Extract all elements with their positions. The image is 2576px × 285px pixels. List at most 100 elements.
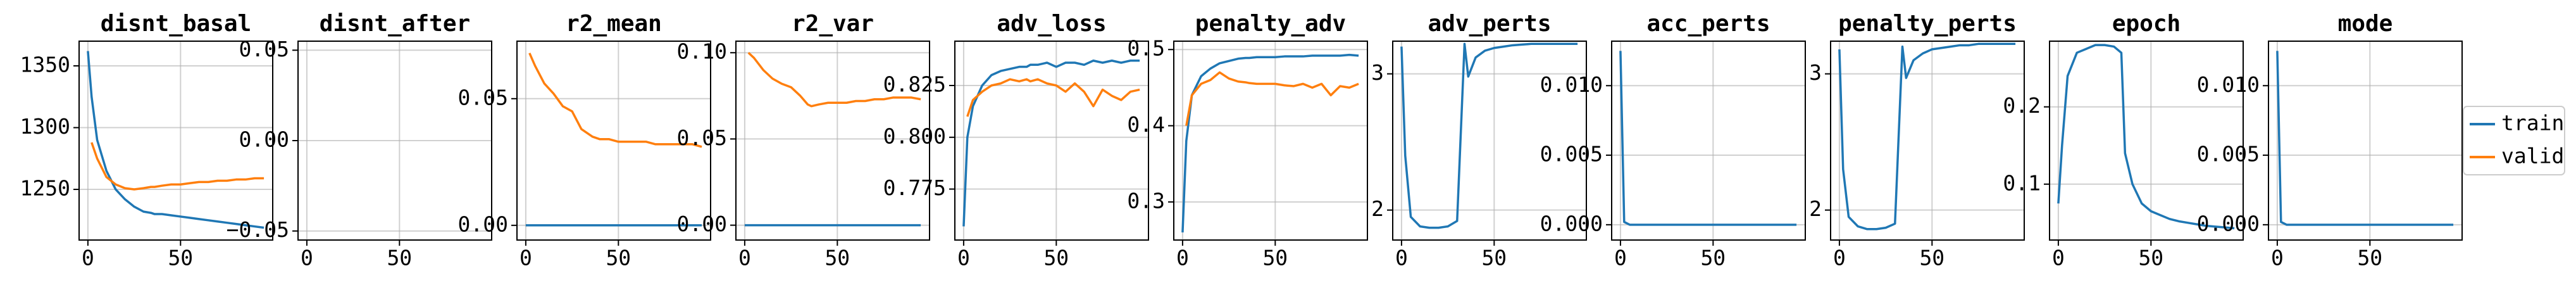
y-tick-label: 0.00 <box>458 212 508 236</box>
y-tick-label: 0.800 <box>883 124 946 148</box>
plot-frame <box>735 41 930 241</box>
plot-frame <box>1611 41 1806 241</box>
line-series <box>966 78 1140 117</box>
panel: adv_loss 0 50 0.775 0.800 0.825 <box>883 11 1149 270</box>
panel: acc_perts 0 50 0.000 0.005 0.010 <box>1540 11 1806 270</box>
x-tick-label: 50 <box>168 246 193 270</box>
x-tick-label: 50 <box>1262 246 1288 270</box>
x-tick-label: 50 <box>2357 246 2382 270</box>
line-series <box>1400 42 1578 229</box>
panel: epoch 0 50 0.1 0.2 <box>2003 11 2244 270</box>
y-tick-label: 1300 <box>20 114 70 139</box>
y-tick-label: 2 <box>1371 196 1384 221</box>
panel-title: epoch <box>2112 11 2181 37</box>
y-tick-label: 0.2 <box>2003 93 2041 118</box>
panel: r2_var 0 50 0.00 0.05 0.10 <box>677 11 930 270</box>
y-tick-label: 0.825 <box>883 72 946 96</box>
plot-frame <box>1173 41 1368 241</box>
x-tick-label: 0 <box>738 246 751 270</box>
y-tick-label: −0.05 <box>227 217 289 242</box>
x-tick-label: 0 <box>520 246 532 270</box>
y-tick-label: 0.5 <box>1127 36 1165 61</box>
plot-frame <box>2049 41 2244 241</box>
x-tick-label: 50 <box>606 246 631 270</box>
x-tick-label: 50 <box>2138 246 2163 270</box>
y-tick-label: 0.00 <box>239 127 289 152</box>
panel-title: r2_mean <box>566 11 662 37</box>
x-tick-label: 50 <box>1043 246 1069 270</box>
y-tick-label: 0.005 <box>2197 142 2260 167</box>
line-series <box>1838 42 2016 231</box>
x-tick-label: 50 <box>1919 246 1944 270</box>
y-tick-label: 2 <box>1809 196 1822 221</box>
panel-title: disnt_basal <box>101 11 251 37</box>
panel: penalty_adv 0 50 0.3 0.4 0.5 <box>1127 11 1368 270</box>
panel: mode 0 50 0.000 0.005 0.010 <box>2197 11 2463 270</box>
line-series <box>87 51 264 229</box>
x-tick-label: 50 <box>1481 246 1507 270</box>
y-tick-label: 0.05 <box>458 85 508 110</box>
y-tick-label: 0.10 <box>677 39 727 64</box>
legend: train valid <box>2463 106 2565 175</box>
panel: adv_perts 0 50 2 3 <box>1371 11 1587 270</box>
line-series <box>1185 71 1359 126</box>
plot-frame <box>78 41 273 241</box>
x-tick-label: 0 <box>82 246 94 270</box>
y-tick-label: 0.00 <box>677 212 727 236</box>
line-series <box>1181 53 1359 233</box>
y-tick-label: 0.010 <box>1540 72 1603 97</box>
line-series <box>962 60 1140 227</box>
y-tick-label: 3 <box>1809 60 1822 85</box>
plot-frame <box>2268 41 2463 241</box>
x-tick-label: 0 <box>957 246 970 270</box>
panel: r2_mean 0 50 0.00 0.05 <box>458 11 711 270</box>
panel-title: disnt_after <box>320 11 470 37</box>
panel-title: adv_loss <box>997 11 1106 37</box>
line-series <box>747 51 921 108</box>
line-series <box>2276 51 2454 226</box>
y-tick-label: 3 <box>1371 60 1384 85</box>
y-tick-label: 0.000 <box>1540 211 1603 236</box>
x-tick-label: 0 <box>1833 246 1846 270</box>
panel: disnt_after 0 50 −0.05 0.00 0.05 <box>227 11 492 270</box>
plot-frame <box>516 41 711 241</box>
legend-label: valid <box>2501 144 2564 168</box>
y-tick-label: 0.05 <box>239 37 289 61</box>
x-tick-label: 0 <box>2052 246 2065 270</box>
y-tick-label: 1350 <box>20 53 70 77</box>
legend-label: train <box>2501 111 2564 136</box>
x-tick-label: 0 <box>2271 246 2284 270</box>
panel-title: r2_var <box>792 11 874 37</box>
y-tick-label: 0.775 <box>883 175 946 200</box>
x-tick-label: 50 <box>387 246 412 270</box>
panel-title: adv_perts <box>1428 11 1551 37</box>
y-tick-label: 1250 <box>20 176 70 201</box>
y-tick-label: 0.3 <box>1127 188 1165 213</box>
plot-frame <box>297 41 492 241</box>
panel-title: mode <box>2338 11 2393 37</box>
line-series <box>1619 51 1797 226</box>
y-tick-label: 0.4 <box>1127 112 1165 137</box>
x-tick-label: 50 <box>1700 246 1726 270</box>
y-tick-label: 0.010 <box>2197 72 2260 97</box>
plot-frame <box>1830 41 2025 241</box>
x-tick-label: 50 <box>824 246 850 270</box>
x-tick-label: 0 <box>1176 246 1189 270</box>
panel: disnt_basal 0 50 1250 1300 1350 <box>20 11 273 270</box>
line-series <box>2057 44 2235 230</box>
plot-frame <box>1392 41 1587 241</box>
x-tick-label: 0 <box>1395 246 1408 270</box>
line-series <box>528 53 702 148</box>
panel-title: penalty_perts <box>1838 11 2017 37</box>
plot-frame <box>954 41 1149 241</box>
x-tick-label: 0 <box>1614 246 1627 270</box>
y-tick-label: 0.005 <box>1540 142 1603 167</box>
y-tick-label: 0.000 <box>2197 211 2260 236</box>
panel-title: penalty_adv <box>1195 11 1346 37</box>
y-tick-label: 0.05 <box>677 125 727 150</box>
panel-title: acc_perts <box>1646 11 1770 37</box>
y-tick-label: 0.1 <box>2003 170 2041 195</box>
panel: penalty_perts 0 50 2 3 <box>1809 11 2025 270</box>
line-series <box>90 142 264 191</box>
